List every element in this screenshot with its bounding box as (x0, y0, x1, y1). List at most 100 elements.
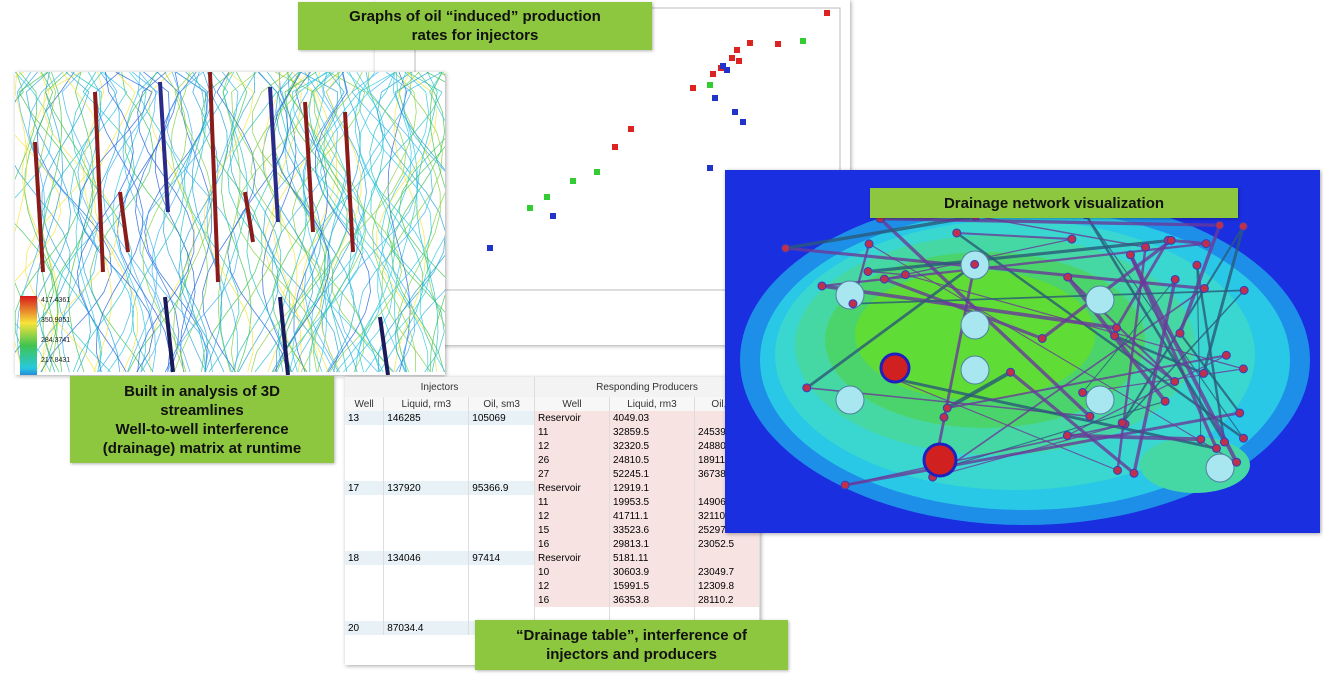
scatter-point (736, 58, 742, 64)
injector (1205, 453, 1235, 483)
streamline (102, 72, 162, 373)
connection (1009, 370, 1136, 475)
callout-line: (drainage) matrix at runtime (102, 439, 302, 457)
table-cell (468, 467, 536, 481)
connection (1202, 225, 1245, 374)
streamline (15, 72, 62, 282)
scatter-point (824, 10, 830, 16)
streamline (40, 72, 63, 373)
producer (1170, 377, 1180, 387)
streamline (56, 72, 136, 373)
streamline (180, 72, 219, 373)
column-header: Well (534, 397, 610, 411)
table-cell (383, 579, 470, 593)
producer (1125, 250, 1135, 260)
scatter-point (747, 40, 753, 46)
table-cell: 5181.11 (609, 551, 695, 565)
table-cell (345, 495, 385, 509)
streamline (95, 72, 144, 373)
table-row (345, 607, 760, 621)
table-cell (383, 509, 470, 523)
table-row: 27 52245.1 36738.3 (345, 467, 760, 481)
streamline (419, 72, 445, 373)
streamline (310, 72, 351, 373)
streamline (396, 72, 441, 373)
producer (1129, 468, 1139, 478)
producer (1215, 220, 1225, 230)
callout-line: Graphs of oil “induced” production (349, 8, 601, 25)
connection (867, 238, 1172, 274)
scatter-point (724, 67, 730, 73)
table-cell: 12 (534, 579, 610, 593)
drainage-table-screenshot: Injectors Responding Producers Well Liquid… (345, 377, 760, 665)
table-cell (468, 495, 536, 509)
table-cell (345, 467, 385, 481)
streamline (372, 72, 417, 373)
scatter-point (800, 38, 806, 44)
column-header: Liquid, rm3 (383, 397, 470, 411)
connection (844, 423, 1126, 486)
streamline (272, 72, 302, 373)
streamline (122, 72, 158, 373)
connection (880, 217, 1220, 227)
callout-drainage-table: “Drainage table”, interference of inject… (475, 620, 788, 670)
callout-line: rates for injectors (411, 27, 539, 44)
table-cell (345, 607, 385, 621)
table-cell: 30603.9 (609, 565, 695, 579)
connection (1128, 253, 1239, 464)
well (158, 81, 170, 213)
table-row: 13 146285 105069 Reservoir 4049.03 (345, 411, 760, 425)
streamline (359, 72, 431, 373)
connection (785, 214, 976, 250)
table-cell: 12919.1 (609, 481, 695, 495)
table-cell (345, 537, 385, 551)
column-header: Liquid, rm3 (609, 397, 695, 411)
connection (1113, 335, 1176, 383)
streamline (206, 72, 239, 373)
table-row: 16 36353.8 28110.2 (345, 593, 760, 607)
streamline (303, 72, 328, 373)
producer (1117, 418, 1127, 428)
table-cell: 13 (345, 411, 385, 425)
streamline (230, 72, 282, 373)
scatter-point (570, 178, 576, 184)
producer (970, 259, 980, 269)
connection (956, 231, 1072, 241)
streamline (262, 72, 298, 373)
table-cell: 12309.8 (694, 579, 760, 593)
streamline (229, 72, 279, 373)
streamline (261, 72, 297, 373)
table-cell: 52245.1 (609, 467, 695, 481)
scatter-point (707, 82, 713, 88)
producer (1175, 328, 1185, 338)
producer (848, 299, 858, 309)
scatter-point (612, 144, 618, 150)
streamline (380, 72, 429, 373)
producer (1232, 457, 1242, 467)
producer (1006, 367, 1016, 377)
well (208, 72, 220, 283)
table-cell: 26 (534, 453, 610, 467)
table-cell (383, 495, 470, 509)
connection (805, 263, 976, 389)
table-row: 12 15991.5 12309.8 (345, 579, 760, 593)
streamline (148, 72, 195, 373)
table-cell (383, 607, 470, 621)
injector (835, 385, 865, 415)
scatter-point (710, 71, 716, 77)
streamline (250, 72, 327, 373)
producer (1078, 388, 1088, 398)
well (343, 111, 355, 253)
streamline (42, 72, 119, 373)
colorbar (20, 296, 37, 375)
scatter-point (729, 55, 735, 61)
table-cell: 32859.5 (609, 425, 695, 439)
streamline (289, 72, 364, 373)
table-row: 15 33523.6 25297.3 (345, 523, 760, 537)
streamline (42, 72, 94, 373)
producer (1239, 285, 1249, 295)
streamline (332, 72, 407, 373)
connection (1082, 279, 1176, 393)
producer (1192, 260, 1202, 270)
